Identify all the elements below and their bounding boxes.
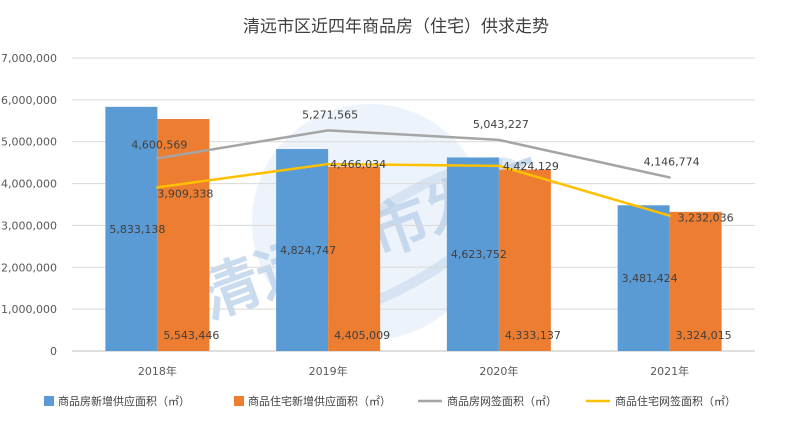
- line-label: 3,232,036: [678, 212, 734, 225]
- y-tick-label: 5,000,000: [1, 136, 57, 149]
- bar-blue: [105, 106, 158, 351]
- legend-swatch: [44, 396, 54, 406]
- y-tick-label: 3,000,000: [1, 219, 57, 232]
- y-tick-label: 4,000,000: [1, 178, 57, 191]
- chart-title: 清远市区近四年商品房（住宅）供求走势: [243, 17, 549, 37]
- bar-label: 4,405,009: [334, 329, 390, 342]
- x-tick-label: 2018年: [138, 364, 177, 378]
- y-tick-label: 2,000,000: [1, 261, 57, 274]
- bar-orange: [328, 166, 381, 351]
- line-label: 4,146,774: [644, 155, 700, 168]
- legend: 商品房新增供应面积（㎡） 商品住宅新增供应面积（㎡） 商品房网签面积（㎡） 商品住宅网…: [44, 394, 736, 408]
- y-tick-label: 6,000,000: [1, 94, 57, 107]
- bar-label: 4,623,752: [451, 248, 507, 261]
- line-label: 4,600,569: [131, 138, 187, 151]
- line-label: 5,043,227: [473, 118, 529, 131]
- y-tick-label: 1,000,000: [1, 303, 57, 316]
- bar-blue: [617, 205, 670, 351]
- line-label: 4,466,034: [330, 158, 386, 171]
- bar-label: 4,333,137: [505, 329, 561, 342]
- y-tick-label: 0: [50, 345, 57, 358]
- legend-label: 商品房新增供应面积（㎡）: [58, 394, 190, 408]
- y-tick-label: 7,000,000: [1, 52, 57, 65]
- bar-label: 5,833,138: [109, 223, 165, 236]
- bar-label: 3,324,015: [676, 329, 732, 342]
- legend-label: 商品住宅网签面积（㎡）: [615, 394, 736, 408]
- bar-label: 5,543,446: [163, 329, 219, 342]
- data-labels: 5,833,138 4,824,747 4,623,752 3,481,424 5,54…: [109, 108, 733, 342]
- bar-orange: [669, 211, 722, 351]
- legend-label: 商品住宅新增供应面积（㎡）: [248, 394, 391, 408]
- legend-swatch: [234, 396, 244, 406]
- bar-blue: [276, 149, 329, 351]
- line-gray: [156, 129, 671, 179]
- bar-blue: [446, 157, 499, 351]
- bar-orange: [498, 169, 551, 351]
- x-tick-label: 2021年: [650, 364, 689, 378]
- legend-label: 商品房网签面积（㎡）: [447, 394, 557, 408]
- line-label: 4,424,129: [503, 160, 559, 173]
- x-tick-label: 2020年: [479, 364, 518, 378]
- line-label: 3,909,338: [157, 187, 213, 200]
- axes: 0 1,000,000 2,000,000 3,000,000 4,000,000 5,0…: [1, 52, 689, 378]
- lines: [156, 129, 671, 217]
- x-tick-label: 2019年: [309, 364, 348, 378]
- line-yellow: [156, 162, 671, 217]
- bars: [105, 106, 722, 351]
- bar-label: 3,481,424: [622, 272, 678, 285]
- line-label: 5,271,565: [302, 108, 358, 121]
- bar-label: 4,824,747: [280, 244, 336, 257]
